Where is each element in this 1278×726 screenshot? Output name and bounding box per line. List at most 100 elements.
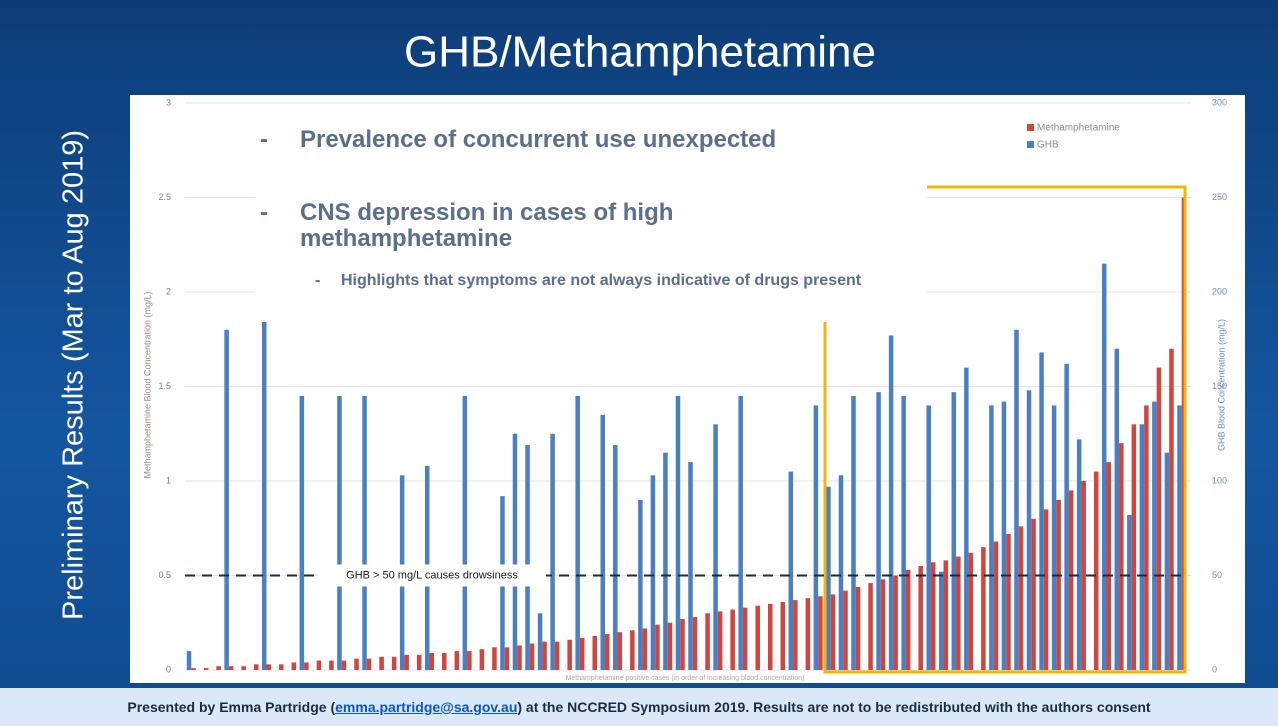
bar xyxy=(1018,526,1024,670)
bar xyxy=(224,329,229,670)
x-axis-title: Methamphetamine positive cases (in order… xyxy=(566,675,805,682)
bar xyxy=(579,637,585,670)
side-title: Preliminary Results (Mar to Aug 2019) xyxy=(58,130,90,620)
bar xyxy=(964,367,969,670)
bar xyxy=(379,656,384,670)
bar xyxy=(780,601,786,670)
bar xyxy=(692,617,698,670)
bar xyxy=(537,613,543,670)
bar xyxy=(830,594,836,670)
bar xyxy=(241,666,246,670)
bar xyxy=(228,666,234,670)
bar xyxy=(1131,424,1137,670)
y-tick-label: 1 xyxy=(166,475,171,485)
bar xyxy=(366,658,372,670)
bar xyxy=(813,405,819,670)
reference-label-bg xyxy=(318,564,546,587)
y-tick-label: 0.5 xyxy=(158,570,171,580)
y2-tick-label: 250 xyxy=(1212,192,1227,202)
bar xyxy=(1051,405,1057,670)
bar xyxy=(341,660,347,670)
bar xyxy=(416,654,422,670)
bar xyxy=(216,666,221,670)
bar xyxy=(203,668,209,670)
y-tick-label: 0 xyxy=(166,664,171,674)
bar xyxy=(717,611,723,670)
bar xyxy=(688,462,693,670)
bar xyxy=(655,624,660,670)
y-tick-label: 2 xyxy=(166,286,171,296)
bar xyxy=(855,586,861,670)
legend-label: Methamphetamine xyxy=(1037,123,1120,134)
bar xyxy=(951,392,957,670)
y2-tick-label: 200 xyxy=(1212,286,1227,296)
bar xyxy=(880,579,886,670)
bar xyxy=(993,541,999,670)
bar xyxy=(968,552,974,670)
bar xyxy=(1093,471,1099,670)
bar xyxy=(843,590,848,670)
bar xyxy=(1177,405,1182,670)
bullet-text: CNS depression in cases of high methamph… xyxy=(300,199,674,252)
bar xyxy=(1043,509,1049,670)
legend-swatch xyxy=(1027,141,1034,148)
y2-axis-title: GHB Blood Concentration (mg/L) xyxy=(1216,319,1226,451)
bar xyxy=(1139,424,1145,670)
bar xyxy=(680,618,685,670)
bar xyxy=(261,184,267,670)
bar xyxy=(1068,490,1074,670)
bar xyxy=(926,405,931,670)
bar xyxy=(818,596,823,670)
footer-text: ) at the NCCRED Symposium 2019. Results … xyxy=(517,699,1151,715)
bar xyxy=(1144,405,1149,670)
bullet-box: - Prevalence of concurrent use unexpected… xyxy=(255,112,927,322)
bar xyxy=(279,664,284,670)
legend-label: GHB xyxy=(1037,140,1059,151)
bar xyxy=(705,613,710,670)
bar xyxy=(454,651,460,670)
bar xyxy=(981,547,986,670)
y2-tick-label: 50 xyxy=(1212,570,1222,580)
bar xyxy=(851,395,856,670)
bar xyxy=(675,395,681,670)
bar xyxy=(462,395,468,670)
y2-tick-label: 300 xyxy=(1212,97,1227,107)
bar xyxy=(617,632,623,670)
email-link[interactable]: emma.partridge@sa.gov.au xyxy=(335,699,518,715)
bar xyxy=(1056,499,1061,670)
bar xyxy=(525,445,530,670)
bar xyxy=(793,600,798,670)
bar xyxy=(304,662,309,670)
bar xyxy=(730,609,735,670)
bar xyxy=(868,583,873,670)
bar xyxy=(630,630,635,670)
bar xyxy=(667,622,673,670)
bar xyxy=(1156,367,1162,670)
bar xyxy=(650,475,656,670)
bar xyxy=(517,645,522,670)
bar xyxy=(876,392,881,670)
bar xyxy=(755,605,760,670)
bar xyxy=(404,654,409,670)
bar xyxy=(943,560,949,670)
bar xyxy=(337,395,342,670)
bar xyxy=(1039,352,1044,670)
bar xyxy=(316,660,322,670)
bar xyxy=(479,649,485,670)
bar xyxy=(605,634,610,670)
bar xyxy=(575,395,580,670)
bar xyxy=(742,607,748,670)
reference-label: GHB > 50 mg/L causes drowsiness xyxy=(346,569,518,581)
sub-bullet: - Highlights that symptoms are not always… xyxy=(315,272,862,289)
bar xyxy=(492,647,497,670)
bar xyxy=(467,651,472,670)
bar xyxy=(253,664,259,670)
bar xyxy=(738,395,743,670)
legend-swatch xyxy=(1027,124,1034,131)
bullet-text: Prevalence of concurrent use unexpected xyxy=(300,126,777,153)
bar xyxy=(767,603,773,670)
bar xyxy=(1152,401,1157,670)
bar xyxy=(888,335,894,670)
